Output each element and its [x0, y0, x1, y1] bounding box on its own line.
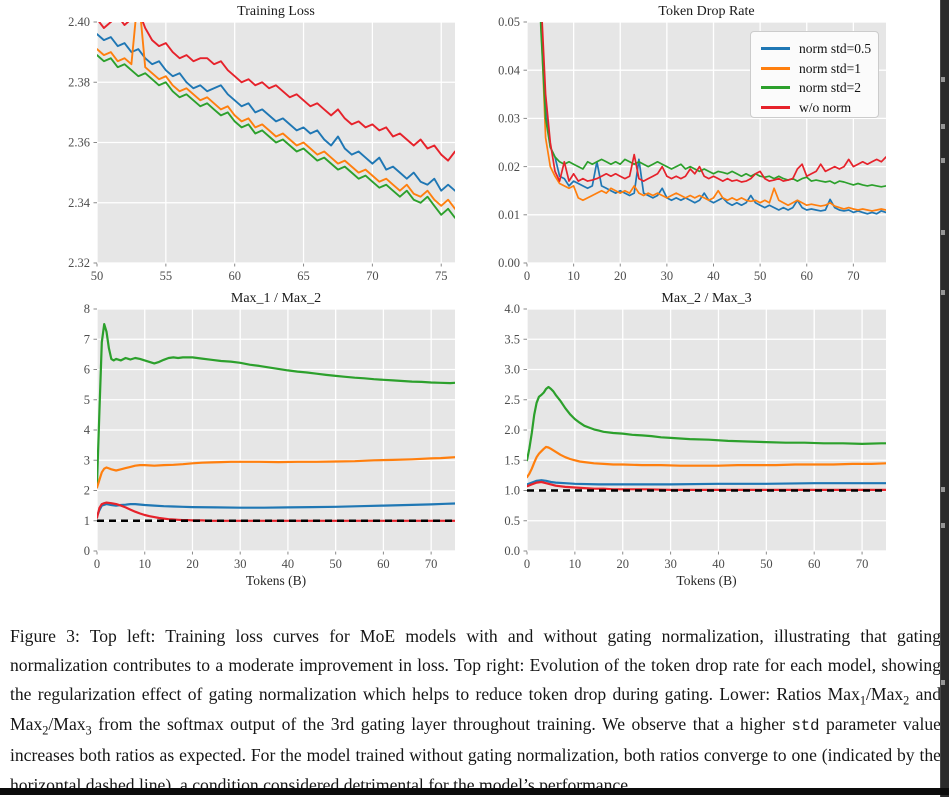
chart-max2-max3-ratio: 0 10 20 30 40 50 60 70 0.0 0.5 1.0 1.5 2.0 2.5 3.0 3.5 4… — [504, 291, 886, 588]
svg-text:2.40: 2.40 — [68, 15, 90, 29]
svg-text:0.0: 0.0 — [504, 544, 520, 558]
svg-text:0.05: 0.05 — [498, 15, 520, 29]
edge-artifact — [941, 523, 945, 528]
svg-text:60: 60 — [800, 269, 813, 283]
svg-text:8: 8 — [84, 302, 90, 316]
svg-text:70: 70 — [847, 269, 860, 283]
edge-artifact — [941, 77, 945, 82]
svg-text:1: 1 — [84, 514, 90, 528]
svg-text:1.0: 1.0 — [504, 484, 520, 498]
svg-text:0.04: 0.04 — [498, 63, 521, 77]
edge-artifact — [941, 230, 945, 235]
svg-text:10: 10 — [138, 557, 151, 571]
edge-artifact — [941, 158, 945, 163]
svg-text:3: 3 — [84, 453, 90, 467]
svg-text:70: 70 — [425, 557, 438, 571]
svg-text:0: 0 — [524, 557, 530, 571]
svg-text:2: 2 — [84, 484, 90, 498]
svg-text:7: 7 — [84, 332, 90, 346]
svg-text:30: 30 — [664, 557, 677, 571]
edge-artifact — [941, 290, 945, 295]
svg-text:Max_2 / Max_3: Max_2 / Max_3 — [661, 291, 751, 306]
svg-text:1.5: 1.5 — [504, 453, 520, 467]
legend-label: w/o norm — [799, 99, 852, 115]
svg-text:0: 0 — [524, 269, 530, 283]
svg-text:40: 40 — [707, 269, 720, 283]
window-edge-strip — [940, 0, 949, 797]
svg-text:70: 70 — [856, 557, 869, 571]
legend-label: norm std=1 — [799, 60, 861, 76]
svg-text:3.5: 3.5 — [504, 332, 520, 346]
legend: norm std=0.5 norm std=1 norm std=2 w/o n… — [750, 31, 879, 118]
svg-text:6: 6 — [84, 363, 90, 377]
legend-line-blue — [761, 47, 790, 51]
svg-text:0.03: 0.03 — [498, 112, 520, 126]
figure-caption: Figure 3: Top left: Training loss curves… — [10, 625, 941, 795]
svg-text:20: 20 — [186, 557, 199, 571]
svg-text:Token Drop Rate: Token Drop Rate — [658, 4, 754, 19]
legend-label: norm std=2 — [799, 80, 861, 95]
figure-3-charts: 50 55 60 65 70 75 2.32 2.34 2.36 2.38 2.40 Training… — [68, 4, 886, 588]
svg-text:0.02: 0.02 — [498, 160, 520, 174]
legend-label: norm std=0.5 — [799, 41, 872, 56]
svg-text:20: 20 — [614, 269, 627, 283]
svg-text:50: 50 — [754, 269, 767, 283]
svg-text:10: 10 — [569, 557, 582, 571]
svg-text:Training Loss: Training Loss — [237, 4, 315, 19]
svg-text:Tokens (B): Tokens (B) — [246, 573, 306, 588]
legend-item: norm std=2 — [761, 78, 878, 98]
svg-text:75: 75 — [435, 269, 448, 283]
svg-text:4: 4 — [84, 423, 91, 437]
page-bottom-rule — [0, 788, 949, 795]
svg-text:0.5: 0.5 — [504, 514, 520, 528]
legend-item: norm std=1 — [761, 59, 878, 79]
legend-line-green — [761, 86, 790, 90]
svg-text:40: 40 — [282, 557, 295, 571]
svg-text:3.0: 3.0 — [504, 363, 520, 377]
svg-text:4.0: 4.0 — [504, 302, 520, 316]
svg-text:2.38: 2.38 — [68, 75, 90, 89]
legend-line-orange — [761, 66, 790, 70]
svg-text:10: 10 — [567, 269, 580, 283]
svg-text:0: 0 — [94, 557, 100, 571]
svg-text:2.34: 2.34 — [68, 196, 91, 210]
legend-item: norm std=0.5 — [761, 39, 878, 59]
svg-text:2.32: 2.32 — [68, 256, 90, 270]
svg-text:60: 60 — [377, 557, 390, 571]
svg-text:Max_1 / Max_2: Max_1 / Max_2 — [231, 291, 321, 306]
svg-text:55: 55 — [160, 269, 173, 283]
svg-text:50: 50 — [760, 557, 773, 571]
svg-text:30: 30 — [661, 269, 674, 283]
svg-text:2.0: 2.0 — [504, 423, 520, 437]
svg-text:5: 5 — [84, 393, 90, 407]
edge-artifact — [941, 680, 945, 685]
svg-text:50: 50 — [91, 269, 104, 283]
svg-text:0: 0 — [84, 544, 90, 558]
svg-text:0.01: 0.01 — [498, 208, 520, 222]
svg-text:60: 60 — [228, 269, 241, 283]
svg-text:2.5: 2.5 — [504, 393, 520, 407]
svg-text:40: 40 — [712, 557, 725, 571]
edge-artifact — [941, 487, 945, 492]
legend-line-red — [761, 105, 790, 109]
svg-text:Tokens (B): Tokens (B) — [676, 573, 736, 588]
chart-max1-max2-ratio: 0 10 20 30 40 50 60 70 0 1 2 3 4 5 6 7 8 Max_1 / Max_2 Tok… — [84, 291, 455, 588]
svg-text:50: 50 — [329, 557, 342, 571]
svg-text:65: 65 — [297, 269, 310, 283]
svg-text:70: 70 — [366, 269, 379, 283]
svg-text:20: 20 — [616, 557, 629, 571]
svg-text:0.00: 0.00 — [498, 256, 520, 270]
svg-text:30: 30 — [234, 557, 247, 571]
chart-training-loss: 50 55 60 65 70 75 2.32 2.34 2.36 2.38 2.40 Training… — [68, 4, 455, 283]
legend-item: w/o norm — [761, 98, 878, 118]
svg-text:60: 60 — [808, 557, 821, 571]
edge-artifact — [941, 124, 945, 129]
svg-text:2.36: 2.36 — [68, 136, 90, 150]
